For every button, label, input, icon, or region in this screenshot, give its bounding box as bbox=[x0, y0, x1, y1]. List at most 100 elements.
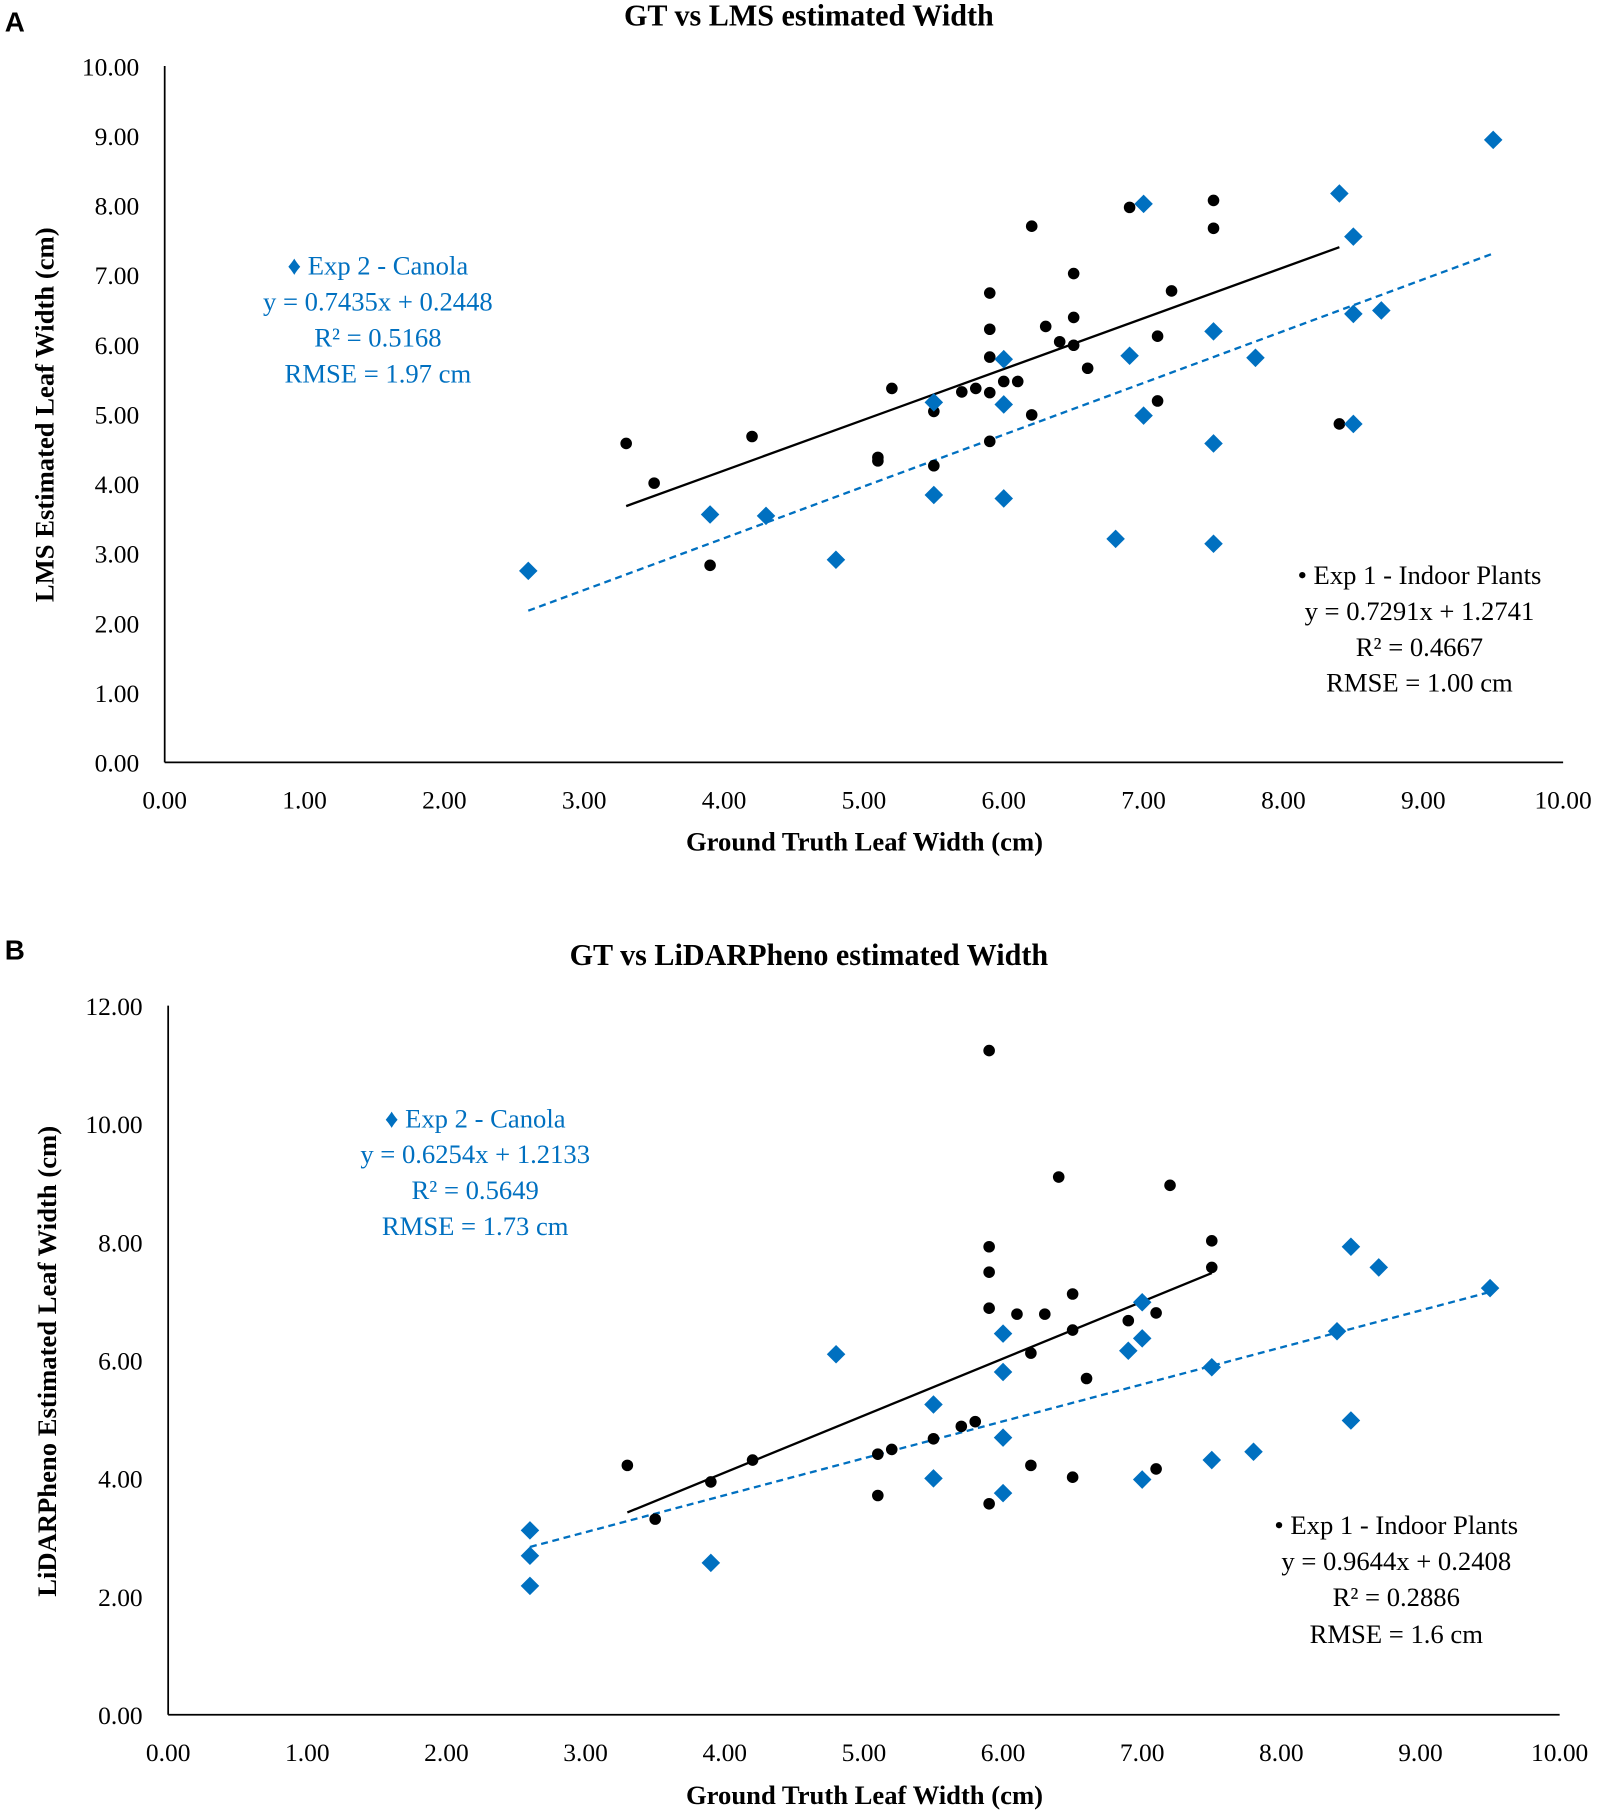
data-point-indoor-plants bbox=[1067, 311, 1080, 324]
data-point-canola bbox=[520, 1546, 540, 1566]
legend-indoor-plants: • Exp 1 - Indoor Plants y = 0.7291x + 1.… bbox=[1298, 560, 1542, 698]
data-point-canola bbox=[1344, 414, 1363, 434]
data-point-indoor-plants bbox=[649, 1513, 661, 1525]
data-point-indoor-plants bbox=[704, 559, 716, 572]
data-point-indoor-plants bbox=[621, 1459, 634, 1472]
legend-canola: ♦ Exp 2 - Canola y = 0.6254x + 1.2133 R²… bbox=[360, 1103, 590, 1241]
y-axis-label: LMS Estimated Leaf Width (cm) bbox=[29, 227, 59, 602]
data-point-indoor-plants bbox=[1080, 1372, 1093, 1385]
trend-equation: y = 0.7291x + 1.2741 bbox=[1305, 596, 1535, 626]
data-point-canola bbox=[1344, 304, 1363, 324]
data-point-indoor-plants bbox=[969, 1415, 982, 1428]
data-point-indoor-plants bbox=[1067, 267, 1080, 280]
data-point-canola bbox=[1204, 534, 1223, 553]
legend-indoor-plants: • Exp 1 - Indoor Plants y = 0.9644x + 0.… bbox=[1274, 1510, 1518, 1649]
x-tick-label: 2.00 bbox=[424, 1738, 469, 1767]
data-point-canola bbox=[520, 1576, 540, 1596]
x-axis-label: Ground Truth Leaf Width (cm) bbox=[686, 1780, 1043, 1810]
data-point-indoor-plants bbox=[872, 1448, 884, 1460]
trend-equation: y = 0.6254x + 1.2133 bbox=[360, 1139, 590, 1169]
data-point-canola bbox=[994, 395, 1014, 414]
data-point-canola bbox=[826, 550, 846, 569]
data-point-indoor-plants bbox=[1123, 201, 1136, 214]
y-tick-label: 12.00 bbox=[85, 992, 142, 1021]
data-point-canola bbox=[994, 489, 1014, 508]
legend-title: • Exp 1 - Indoor Plants bbox=[1298, 560, 1542, 590]
data-point-canola bbox=[1134, 406, 1153, 425]
trendline-indoor-plants bbox=[625, 246, 1340, 508]
data-point-indoor-plants bbox=[969, 382, 982, 395]
data-point-canola bbox=[1134, 194, 1153, 214]
data-point-indoor-plants bbox=[983, 351, 996, 363]
y-tick-label: 2.00 bbox=[98, 1583, 143, 1612]
x-tick-label: 0.00 bbox=[142, 786, 187, 815]
data-point-canola bbox=[993, 1362, 1013, 1382]
y-tick-label: 0.00 bbox=[98, 1701, 143, 1730]
data-point-indoor-plants bbox=[1053, 335, 1066, 348]
r-squared: R² = 0.5168 bbox=[314, 322, 441, 352]
data-point-canola bbox=[1202, 1450, 1222, 1470]
y-tick-label: 6.00 bbox=[95, 331, 140, 360]
data-point-indoor-plants bbox=[1067, 339, 1080, 352]
data-point-indoor-plants bbox=[1039, 1308, 1051, 1320]
x-tick-label: 3.00 bbox=[562, 786, 607, 815]
data-point-indoor-plants bbox=[1039, 320, 1052, 333]
data-point-indoor-plants bbox=[1052, 1171, 1065, 1183]
data-point-indoor-plants bbox=[1025, 409, 1038, 421]
data-point-canola bbox=[756, 506, 776, 526]
chart-a: A GT vs LMS estimated Width Ground Truth… bbox=[5, 0, 1592, 856]
chart-title: GT vs LMS estimated Width bbox=[624, 0, 994, 32]
data-point-indoor-plants bbox=[1066, 1288, 1079, 1300]
x-tick-label: 3.00 bbox=[563, 1738, 608, 1767]
legend-canola: ♦ Exp 2 - Canola y = 0.7435x + 0.2448 R²… bbox=[263, 251, 493, 389]
y-tick-label: 10.00 bbox=[82, 52, 139, 81]
data-point-indoor-plants bbox=[983, 1266, 995, 1278]
data-point-indoor-plants bbox=[1151, 395, 1164, 407]
data-point-indoor-plants bbox=[955, 1420, 968, 1433]
x-tick-label: 7.00 bbox=[1120, 1738, 1165, 1767]
data-point-canola bbox=[1369, 1258, 1389, 1277]
y-tick-label: 5.00 bbox=[95, 400, 140, 429]
y-tick-label: 4.00 bbox=[98, 1465, 143, 1494]
y-tick-label: 4.00 bbox=[95, 470, 140, 499]
data-point-canola bbox=[1106, 529, 1125, 549]
trendline-canola bbox=[527, 252, 1494, 612]
data-point-indoor-plants bbox=[648, 477, 660, 489]
x-tick-label: 10.00 bbox=[1534, 786, 1591, 815]
x-tick-label: 7.00 bbox=[1121, 786, 1166, 815]
x-tick-label: 1.00 bbox=[285, 1738, 330, 1767]
y-tick-label: 0.00 bbox=[95, 749, 140, 778]
data-point-indoor-plants bbox=[1025, 220, 1038, 232]
data-point-indoor-plants bbox=[983, 323, 996, 336]
trend-equation: y = 0.7435x + 0.2448 bbox=[263, 287, 493, 317]
data-point-indoor-plants bbox=[983, 1044, 995, 1057]
panel-label-b: B bbox=[5, 934, 25, 965]
data-point-indoor-plants bbox=[746, 1454, 759, 1466]
data-point-indoor-plants bbox=[983, 1302, 995, 1314]
data-point-canola bbox=[1480, 1278, 1500, 1298]
trendline-indoor-plants bbox=[626, 1272, 1213, 1514]
data-point-indoor-plants bbox=[1207, 194, 1220, 207]
chart-b: B GT vs LiDARPheno estimated Width Groun… bbox=[5, 934, 1588, 1810]
data-point-canola bbox=[924, 485, 944, 505]
legend-title: ♦ Exp 2 - Canola bbox=[288, 251, 469, 281]
data-point-canola bbox=[1120, 346, 1139, 365]
x-tick-label: 9.00 bbox=[1398, 1738, 1443, 1767]
x-tick-label: 4.00 bbox=[702, 786, 747, 815]
x-tick-label: 5.00 bbox=[842, 786, 887, 815]
y-tick-label: 8.00 bbox=[95, 192, 140, 221]
x-tick-label: 8.00 bbox=[1259, 1738, 1304, 1767]
x-tick-label: 2.00 bbox=[422, 786, 467, 815]
data-point-canola bbox=[1372, 301, 1391, 320]
data-point-indoor-plants bbox=[983, 386, 996, 399]
data-point-indoor-plants bbox=[983, 1497, 995, 1510]
data-point-canola bbox=[994, 349, 1014, 369]
chart-title: GT vs LiDARPheno estimated Width bbox=[570, 938, 1049, 972]
data-point-indoor-plants bbox=[1066, 1471, 1079, 1483]
data-point-indoor-plants bbox=[928, 459, 940, 472]
data-point-canola bbox=[993, 1428, 1013, 1447]
x-tick-label: 10.00 bbox=[1531, 1738, 1588, 1767]
data-point-indoor-plants bbox=[1205, 1261, 1218, 1274]
data-point-canola bbox=[1132, 1293, 1152, 1312]
